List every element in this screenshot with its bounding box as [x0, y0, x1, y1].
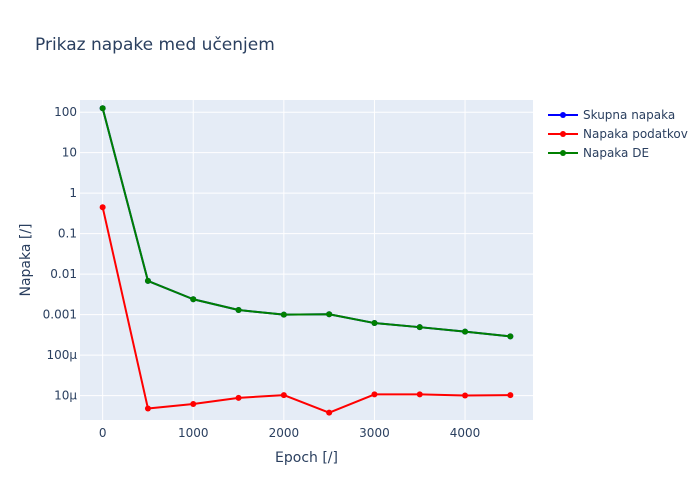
x-gridlines — [102, 100, 466, 420]
data-point — [416, 324, 423, 331]
data-point — [371, 391, 378, 398]
y-axis-label: Napaka [/] — [18, 223, 34, 296]
legend-label: Skupna napaka — [583, 108, 675, 122]
data-point — [326, 311, 333, 318]
x-axis-label: Epoch [/] — [275, 450, 338, 466]
data-point — [190, 401, 197, 408]
chart-title: Prikaz napake med učenjem — [35, 35, 275, 55]
y-tick-label: 1 — [69, 186, 77, 200]
data-point — [280, 311, 287, 318]
y-tick-label: 0.1 — [58, 227, 77, 241]
data-point — [462, 392, 469, 399]
x-tick-labels: 0 1000 2000 3000 4000 — [99, 426, 480, 440]
y-tick-labels: 100 10 1 0.1 0.01 0.001 100µ 10µ — [43, 105, 78, 402]
y-tick-label: 10µ — [54, 389, 77, 403]
data-point — [280, 392, 287, 399]
legend-label: Napaka DE — [583, 146, 649, 160]
y-tick-label: 100µ — [46, 348, 77, 362]
data-point — [235, 394, 242, 401]
data-point — [507, 392, 514, 399]
legend-swatch-marker — [560, 112, 566, 118]
y-tick-label: 100 — [54, 105, 77, 119]
data-point — [99, 105, 106, 112]
series-layer — [99, 105, 514, 416]
x-tick-label: 2000 — [269, 426, 300, 440]
data-point — [99, 204, 106, 211]
legend: Skupna napaka Napaka podatkov Napaka DE — [548, 108, 688, 160]
y-tick-label: 10 — [62, 146, 77, 160]
legend-item[interactable]: Skupna napaka — [548, 108, 675, 122]
legend-label: Napaka podatkov — [583, 127, 688, 141]
x-tick-label: 1000 — [178, 426, 209, 440]
series-1 — [99, 204, 514, 416]
legend-item[interactable]: Napaka podatkov — [548, 127, 688, 141]
data-point — [144, 277, 151, 284]
plot-background — [80, 100, 533, 420]
data-point — [190, 296, 197, 303]
x-tick-label: 3000 — [359, 426, 390, 440]
series-2 — [99, 105, 514, 340]
y-tick-label: 0.01 — [50, 267, 77, 281]
data-point — [235, 307, 242, 314]
data-point — [326, 409, 333, 416]
series-line — [101, 108, 511, 338]
series-line — [101, 206, 511, 414]
data-point — [416, 391, 423, 398]
x-tick-label: 4000 — [450, 426, 481, 440]
legend-swatch-marker — [560, 150, 566, 156]
legend-swatch-marker — [560, 131, 566, 137]
data-point — [371, 320, 378, 327]
x-tick-label: 0 — [99, 426, 107, 440]
y-tick-label: 0.001 — [43, 308, 77, 322]
data-point — [462, 328, 469, 335]
data-point — [507, 333, 514, 340]
data-point — [144, 405, 151, 412]
legend-item[interactable]: Napaka DE — [548, 146, 649, 160]
